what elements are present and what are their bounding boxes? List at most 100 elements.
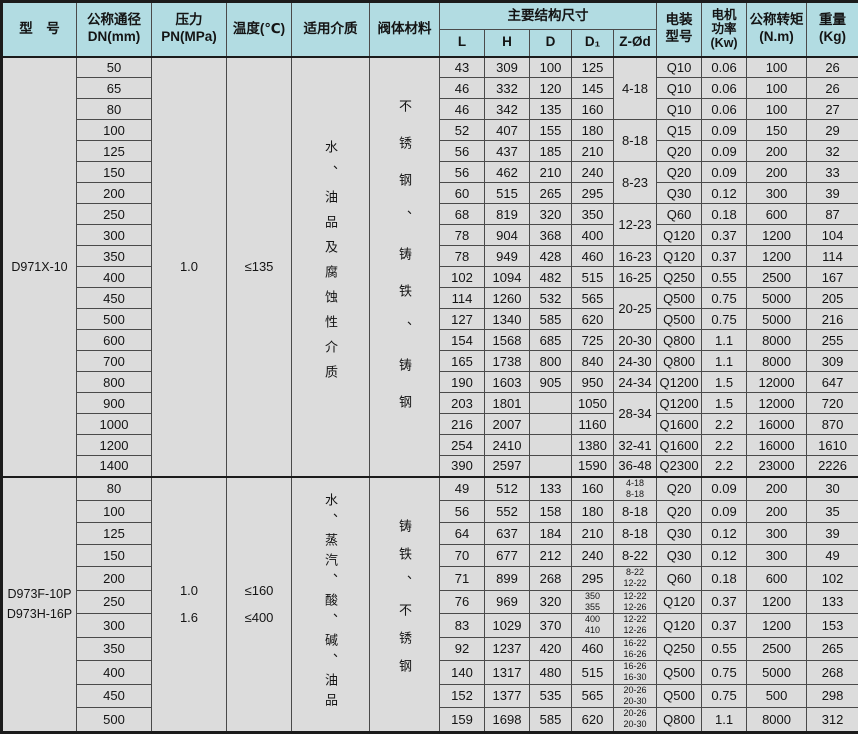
zod-cell: 8-18: [614, 120, 657, 162]
torque-cell: 2500: [747, 267, 807, 288]
weight-cell: 39: [807, 523, 858, 545]
D1-cell: 950: [572, 372, 614, 393]
weight-cell: 720: [807, 393, 858, 414]
D1-cell: 350 355: [572, 590, 614, 614]
dn-cell: 800: [77, 372, 152, 393]
medium-cell: 水、蒸汽、酸、碱、油品: [292, 477, 370, 733]
torque-cell: 500: [747, 684, 807, 708]
D-cell: 320: [530, 204, 572, 225]
torque-cell: 200: [747, 141, 807, 162]
D1-cell: 210: [572, 141, 614, 162]
H-cell: 2007: [485, 414, 530, 435]
weight-cell: 114: [807, 246, 858, 267]
motor-power-cell: 0.37: [702, 246, 747, 267]
D1-cell: 400 410: [572, 614, 614, 638]
zod-cell: 20-25: [614, 288, 657, 330]
torque-cell: 1200: [747, 246, 807, 267]
D1-cell: 565: [572, 684, 614, 708]
D-cell: 135: [530, 99, 572, 120]
D-cell: [530, 393, 572, 414]
header-motor-power: 电机 功率 (Kw): [702, 2, 747, 57]
actuator-model-cell: Q20: [657, 501, 702, 523]
actuator-model-cell: Q250: [657, 637, 702, 661]
dn-cell: 300: [77, 614, 152, 638]
actuator-model-cell: Q800: [657, 330, 702, 351]
zod-cell: 8-22 12-22: [614, 567, 657, 591]
D-cell: 428: [530, 246, 572, 267]
D-cell: 100: [530, 57, 572, 78]
motor-power-cell: 0.12: [702, 545, 747, 567]
L-cell: 71: [440, 567, 485, 591]
L-cell: 56: [440, 501, 485, 523]
H-cell: 1603: [485, 372, 530, 393]
H-cell: 1698: [485, 708, 530, 733]
D1-cell: 145: [572, 78, 614, 99]
header-temperature: 温度(℃): [227, 2, 292, 57]
dn-cell: 80: [77, 477, 152, 501]
H-cell: 1738: [485, 351, 530, 372]
L-cell: 43: [440, 57, 485, 78]
zod-cell: 4-18 8-18: [614, 477, 657, 501]
motor-power-cell: 0.09: [702, 141, 747, 162]
H-cell: 342: [485, 99, 530, 120]
H-cell: 2597: [485, 456, 530, 477]
H-cell: 899: [485, 567, 530, 591]
actuator-model-cell: Q800: [657, 708, 702, 733]
D-cell: 368: [530, 225, 572, 246]
header-dim-H: H: [485, 30, 530, 57]
zod-cell: 20-26 20-30: [614, 684, 657, 708]
zod-cell: 16-25: [614, 267, 657, 288]
H-cell: 1377: [485, 684, 530, 708]
L-cell: 152: [440, 684, 485, 708]
zod-cell: 28-34: [614, 393, 657, 435]
motor-power-cell: 0.75: [702, 288, 747, 309]
D1-cell: 160: [572, 99, 614, 120]
motor-power-cell: 1.1: [702, 351, 747, 372]
model-cell: D971X-10: [2, 57, 77, 477]
L-cell: 154: [440, 330, 485, 351]
zod-cell: 16-22 16-26: [614, 637, 657, 661]
motor-power-cell: 0.37: [702, 590, 747, 614]
weight-cell: 26: [807, 57, 858, 78]
actuator-model-cell: Q1600: [657, 435, 702, 456]
D1-cell: 125: [572, 57, 614, 78]
torque-cell: 600: [747, 204, 807, 225]
L-cell: 64: [440, 523, 485, 545]
actuator-model-cell: Q20: [657, 162, 702, 183]
weight-cell: 870: [807, 414, 858, 435]
weight-cell: 87: [807, 204, 858, 225]
actuator-model-cell: Q500: [657, 288, 702, 309]
D-cell: 535: [530, 684, 572, 708]
D-cell: 268: [530, 567, 572, 591]
L-cell: 190: [440, 372, 485, 393]
D-cell: 210: [530, 162, 572, 183]
dn-cell: 400: [77, 267, 152, 288]
zod-cell: 12-23: [614, 204, 657, 246]
dn-cell: 125: [77, 141, 152, 162]
L-cell: 46: [440, 99, 485, 120]
H-cell: 462: [485, 162, 530, 183]
torque-cell: 16000: [747, 435, 807, 456]
header-weight: 重量 (Kg): [807, 2, 858, 57]
D-cell: 158: [530, 501, 572, 523]
weight-cell: 26: [807, 78, 858, 99]
motor-power-cell: 2.2: [702, 456, 747, 477]
motor-power-cell: 0.75: [702, 684, 747, 708]
L-cell: 70: [440, 545, 485, 567]
D1-cell: 400: [572, 225, 614, 246]
H-cell: 407: [485, 120, 530, 141]
D-cell: 155: [530, 120, 572, 141]
motor-power-cell: 2.2: [702, 414, 747, 435]
material-text: 不锈钢、铸铁、铸钢: [395, 99, 414, 432]
torque-cell: 200: [747, 162, 807, 183]
weight-cell: 29: [807, 120, 858, 141]
material-cell: 铸铁、不锈钢: [370, 477, 440, 733]
weight-cell: 265: [807, 637, 858, 661]
material-cell: 不锈钢、铸铁、铸钢: [370, 57, 440, 477]
zod-cell: 8-18: [614, 523, 657, 545]
motor-power-cell: 0.12: [702, 183, 747, 204]
motor-power-cell: 0.37: [702, 614, 747, 638]
torque-cell: 8000: [747, 708, 807, 733]
